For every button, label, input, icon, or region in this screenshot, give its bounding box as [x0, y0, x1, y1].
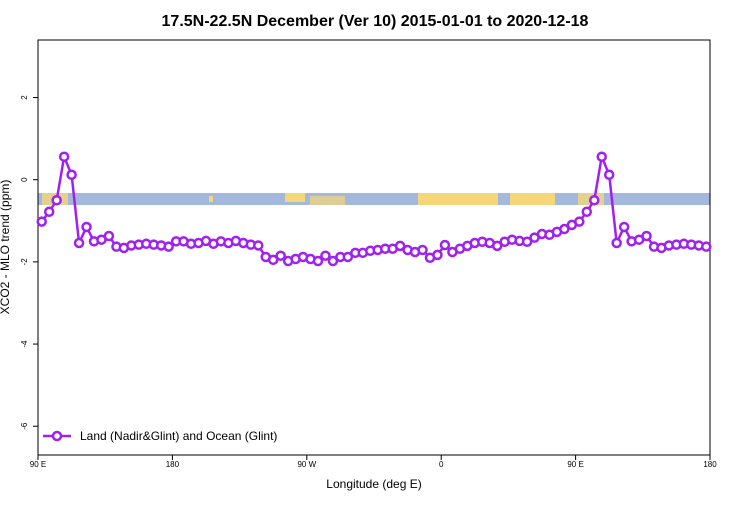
data-point: [36, 216, 47, 227]
data-point: [574, 216, 585, 227]
data-point: [312, 255, 324, 267]
data-point: [432, 249, 443, 261]
y-tick-label: -6: [20, 422, 29, 430]
data-point: [611, 237, 622, 249]
data-point: [275, 250, 286, 261]
x-tick-label: 90 W: [297, 460, 316, 469]
data-point: [603, 169, 615, 181]
data-point: [559, 223, 570, 235]
data-point: [641, 230, 652, 242]
data-point: [394, 240, 406, 252]
y-axis-label: XCO2 - MLO trend (ppm): [0, 180, 12, 315]
data-point: [327, 255, 339, 267]
legend: Land (Nadir&Glint) and Ocean (Glint): [43, 429, 277, 443]
land-patch: [285, 193, 305, 202]
land-patch: [209, 196, 213, 202]
y-tick-label: -2: [20, 258, 29, 266]
data-point: [253, 240, 264, 251]
data-point: [596, 151, 607, 162]
x-tick-label: 180: [166, 460, 180, 469]
ocean-band: [38, 193, 710, 205]
data-point: [439, 239, 451, 251]
y-tick-label: 2: [20, 95, 29, 100]
data-point: [342, 251, 354, 263]
land-patch: [418, 193, 498, 205]
data-point: [521, 236, 533, 247]
x-axis-label: Longitude (deg E): [326, 477, 421, 491]
y-tick-label: -4: [20, 340, 29, 348]
x-tick-label: 180: [703, 460, 717, 469]
legend-marker: [51, 430, 63, 442]
data-point: [163, 241, 174, 252]
data-point: [491, 240, 503, 252]
data-point: [81, 221, 92, 233]
data-point: [43, 206, 55, 218]
y-tick-label: 0: [20, 177, 29, 182]
data-point: [618, 221, 630, 233]
x-tick-label: 0: [439, 460, 444, 469]
data-point: [66, 169, 77, 181]
data-point: [58, 151, 70, 162]
legend-label: Land (Nadir&Glint) and Ocean (Glint): [80, 429, 277, 443]
data-point: [581, 206, 593, 218]
data-point: [701, 241, 712, 252]
data-point: [417, 244, 428, 256]
data-point: [320, 250, 331, 261]
land-ocean-strip: [38, 193, 710, 205]
chart-title: 17.5N-22.5N December (Ver 10) 2015-01-01…: [162, 13, 589, 30]
land-patch: [310, 196, 345, 205]
data-point: [73, 237, 85, 249]
data-point: [103, 230, 115, 242]
x-tick-label: 90 E: [30, 460, 46, 469]
x-tick-label: 90 E: [567, 460, 583, 469]
data-point: [51, 194, 62, 206]
land-patch: [510, 193, 555, 205]
data-point: [589, 194, 600, 206]
data-point: [267, 254, 279, 266]
